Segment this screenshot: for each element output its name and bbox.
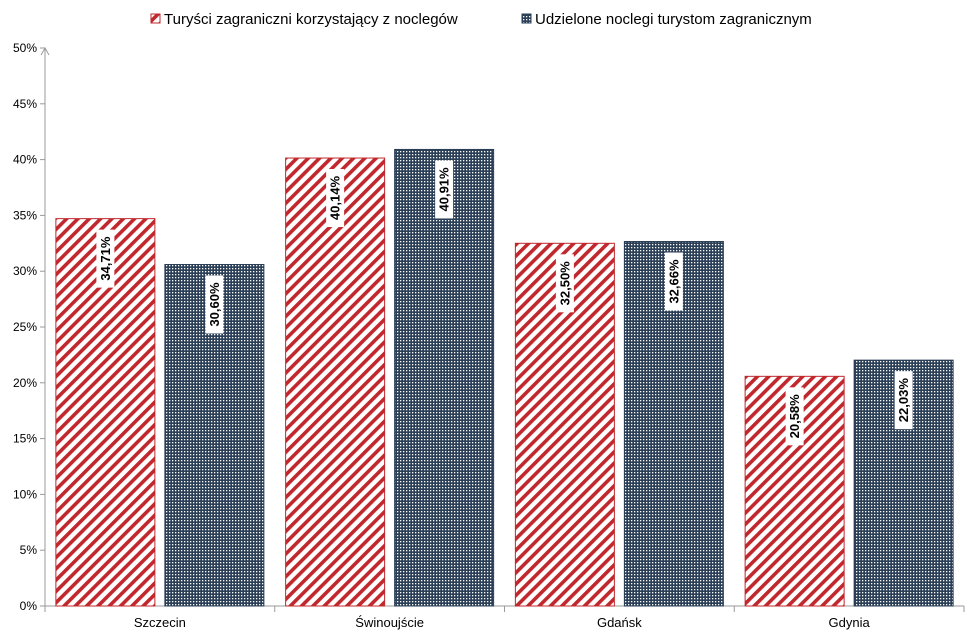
y-tick-label: 0% bbox=[20, 599, 38, 613]
legend-label: Turyści zagraniczni korzystający z nocle… bbox=[164, 11, 458, 28]
data-label-text: 40,91% bbox=[437, 167, 452, 212]
y-tick-label: 15% bbox=[13, 432, 37, 446]
y-tick-label: 35% bbox=[13, 208, 37, 222]
data-label: 32,50% bbox=[555, 254, 574, 313]
y-tick-label: 40% bbox=[13, 153, 37, 167]
legend-swatch bbox=[150, 13, 161, 24]
data-label-text: 30,60% bbox=[207, 282, 222, 327]
bars bbox=[55, 148, 954, 607]
data-label-text: 22,03% bbox=[896, 378, 911, 423]
data-label: 30,60% bbox=[205, 275, 224, 334]
x-tick-label: Szczecin bbox=[134, 615, 186, 630]
y-tick-label: 50% bbox=[13, 41, 37, 55]
data-label-text: 32,66% bbox=[666, 259, 681, 304]
data-label-text: 20,58% bbox=[787, 394, 802, 439]
y-tick-label: 30% bbox=[13, 264, 37, 278]
data-label-bg bbox=[555, 254, 574, 313]
data-label: 20,58% bbox=[785, 387, 804, 446]
x-tick-label: Świnoujście bbox=[355, 615, 424, 630]
data-label: 34,71% bbox=[96, 229, 115, 288]
x-tick-label: Gdynia bbox=[829, 615, 871, 630]
value-labels: 34,71% 40,14% 32,50% 20,58% 30,60% 40,91% 32,6… bbox=[96, 160, 913, 446]
axes: 0% 5% 10% 15% 20% 25% 30% 35% 40% 45% 50% Szczecin Ś… bbox=[13, 41, 965, 630]
data-label-text: 40,14% bbox=[328, 176, 343, 221]
data-label-text: 32,50% bbox=[557, 261, 572, 306]
bar-tourists bbox=[285, 157, 386, 607]
y-tick-label: 10% bbox=[13, 487, 37, 501]
y-tick-label: 45% bbox=[13, 97, 37, 111]
data-label: 32,66% bbox=[664, 252, 683, 311]
data-label-text: 34,71% bbox=[98, 236, 113, 281]
y-tick-label: 5% bbox=[20, 543, 38, 557]
data-label-bg bbox=[205, 275, 224, 334]
y-tick-label: 25% bbox=[13, 320, 37, 334]
x-tick-label: Gdańsk bbox=[597, 615, 642, 630]
data-label-bg bbox=[96, 229, 115, 288]
data-label: 40,14% bbox=[326, 169, 345, 228]
y-tick-label: 20% bbox=[13, 376, 37, 390]
data-label-bg bbox=[894, 371, 913, 430]
data-label: 40,91% bbox=[435, 160, 454, 219]
data-label-bg bbox=[664, 252, 683, 311]
data-label: 22,03% bbox=[894, 371, 913, 430]
legend-label: Udzielone noclegi turystom zagranicznym bbox=[535, 11, 812, 28]
bar-nights bbox=[394, 148, 495, 607]
data-label-bg bbox=[435, 160, 454, 219]
legend-swatch bbox=[521, 13, 532, 24]
legend: Turyści zagraniczni korzystający z nocle… bbox=[150, 11, 812, 28]
data-label-bg bbox=[785, 387, 804, 446]
data-label-bg bbox=[326, 169, 345, 228]
